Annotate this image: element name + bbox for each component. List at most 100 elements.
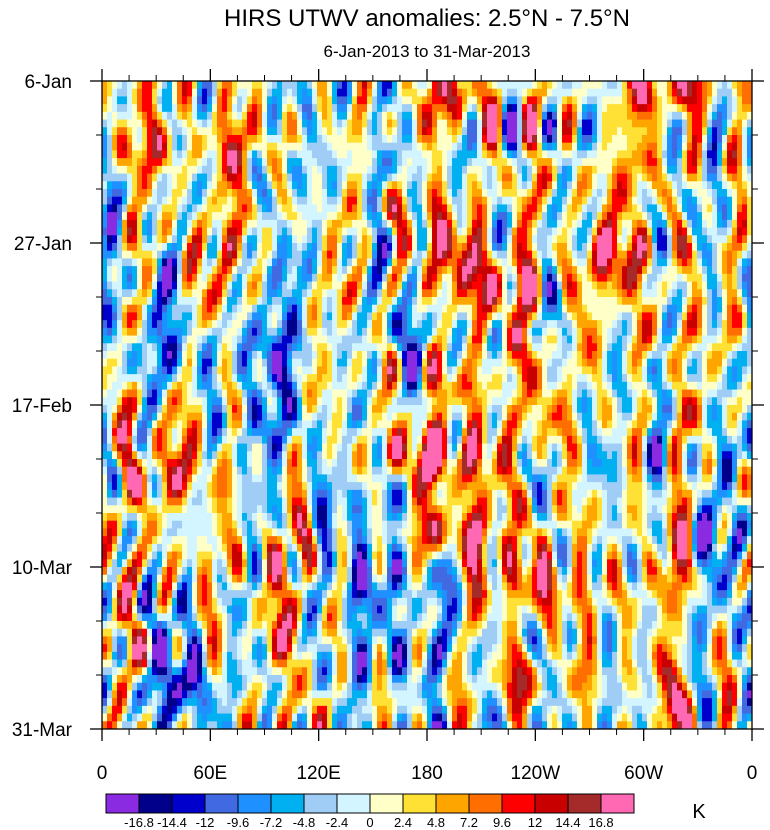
- heatmap-cell: [662, 227, 668, 236]
- heatmap-cell: [727, 111, 733, 120]
- heatmap-cell: [607, 281, 613, 290]
- heatmap-cell: [297, 273, 303, 282]
- heatmap-cell: [587, 358, 593, 367]
- heatmap-cell: [292, 88, 298, 97]
- heatmap-cell: [352, 335, 358, 344]
- heatmap-cell: [382, 219, 388, 228]
- heatmap-cell: [737, 88, 743, 97]
- heatmap-cell: [577, 343, 583, 352]
- heatmap-cell: [202, 81, 208, 90]
- heatmap-cell: [272, 320, 278, 329]
- heatmap-cell: [567, 127, 573, 136]
- heatmap-cell: [372, 366, 378, 375]
- heatmap-cell: [522, 96, 528, 105]
- heatmap-cell: [322, 366, 328, 375]
- heatmap-cell: [462, 88, 468, 97]
- heatmap-cell: [697, 266, 703, 275]
- heatmap-cell: [592, 204, 598, 213]
- heatmap-cell: [197, 219, 203, 228]
- heatmap-cell: [452, 335, 458, 344]
- heatmap-cell: [442, 158, 448, 167]
- heatmap-cell: [237, 351, 243, 360]
- heatmap-cell: [107, 165, 113, 174]
- heatmap-cell: [612, 366, 618, 375]
- heatmap-cell: [577, 127, 583, 136]
- heatmap-cell: [747, 312, 753, 321]
- heatmap-cell: [632, 250, 638, 259]
- heatmap-cell: [637, 165, 643, 174]
- heatmap-cell: [587, 96, 593, 105]
- heatmap-cell: [592, 304, 598, 313]
- heatmap-cell: [737, 165, 743, 174]
- heatmap-cell: [707, 235, 713, 244]
- heatmap-cell: [562, 142, 568, 151]
- heatmap-cell: [712, 281, 718, 290]
- heatmap-cell: [167, 235, 173, 244]
- heatmap-cell: [412, 204, 418, 213]
- heatmap-cell: [307, 158, 313, 167]
- heatmap-cell: [577, 281, 583, 290]
- heatmap-cell: [452, 81, 458, 90]
- heatmap-cell: [442, 88, 448, 97]
- heatmap-cell: [217, 81, 223, 90]
- heatmap-cell: [542, 297, 548, 306]
- heatmap-cell: [262, 312, 268, 321]
- heatmap-cell: [102, 235, 108, 244]
- heatmap-cell: [497, 327, 503, 336]
- heatmap-cell: [187, 289, 193, 298]
- heatmap-cell: [347, 250, 353, 259]
- heatmap-cell: [487, 266, 493, 275]
- heatmap-cell: [547, 196, 553, 205]
- heatmap-cell: [452, 142, 458, 151]
- heatmap-cell: [237, 366, 243, 375]
- heatmap-cell: [287, 88, 293, 97]
- heatmap-cell: [702, 235, 708, 244]
- heatmap-cell: [532, 327, 538, 336]
- heatmap-cell: [222, 343, 228, 352]
- heatmap-cell: [692, 335, 698, 344]
- heatmap-cell: [102, 304, 108, 313]
- heatmap-cell: [557, 119, 563, 128]
- heatmap-cell: [742, 81, 748, 90]
- heatmap-cell: [197, 212, 203, 221]
- heatmap-cell: [437, 258, 443, 267]
- heatmap-cell: [212, 266, 218, 275]
- heatmap-cell: [137, 165, 143, 174]
- heatmap-cell: [682, 111, 688, 120]
- heatmap-cell: [302, 250, 308, 259]
- heatmap-cell: [597, 250, 603, 259]
- heatmap-cell: [437, 289, 443, 298]
- heatmap-cell: [622, 142, 628, 151]
- heatmap-cell: [552, 212, 558, 221]
- heatmap-cell: [702, 366, 708, 375]
- heatmap-cell: [352, 158, 358, 167]
- heatmap-cell: [632, 219, 638, 228]
- heatmap-cell: [647, 212, 653, 221]
- heatmap-cell: [377, 189, 383, 198]
- heatmap-cell: [617, 235, 623, 244]
- heatmap-cell: [727, 96, 733, 105]
- heatmap-cell: [417, 266, 423, 275]
- heatmap-cell: [267, 127, 273, 136]
- heatmap-cell: [682, 227, 688, 236]
- heatmap-cell: [132, 196, 138, 205]
- heatmap-cell: [547, 219, 553, 228]
- heatmap-cell: [472, 266, 478, 275]
- heatmap-cell: [732, 150, 738, 159]
- heatmap-cell: [247, 111, 253, 120]
- heatmap-cell: [582, 235, 588, 244]
- heatmap-cell: [157, 219, 163, 228]
- heatmap-cell: [697, 335, 703, 344]
- heatmap-cell: [207, 96, 213, 105]
- heatmap-cell: [432, 273, 438, 282]
- heatmap-cell: [367, 173, 373, 182]
- heatmap-cell: [712, 273, 718, 282]
- heatmap-cell: [342, 189, 348, 198]
- heatmap-cell: [717, 111, 723, 120]
- heatmap-cell: [562, 127, 568, 136]
- heatmap-cell: [697, 88, 703, 97]
- heatmap-cell: [132, 81, 138, 90]
- heatmap-cell: [622, 320, 628, 329]
- heatmap-cell: [547, 335, 553, 344]
- heatmap-cell: [722, 135, 728, 144]
